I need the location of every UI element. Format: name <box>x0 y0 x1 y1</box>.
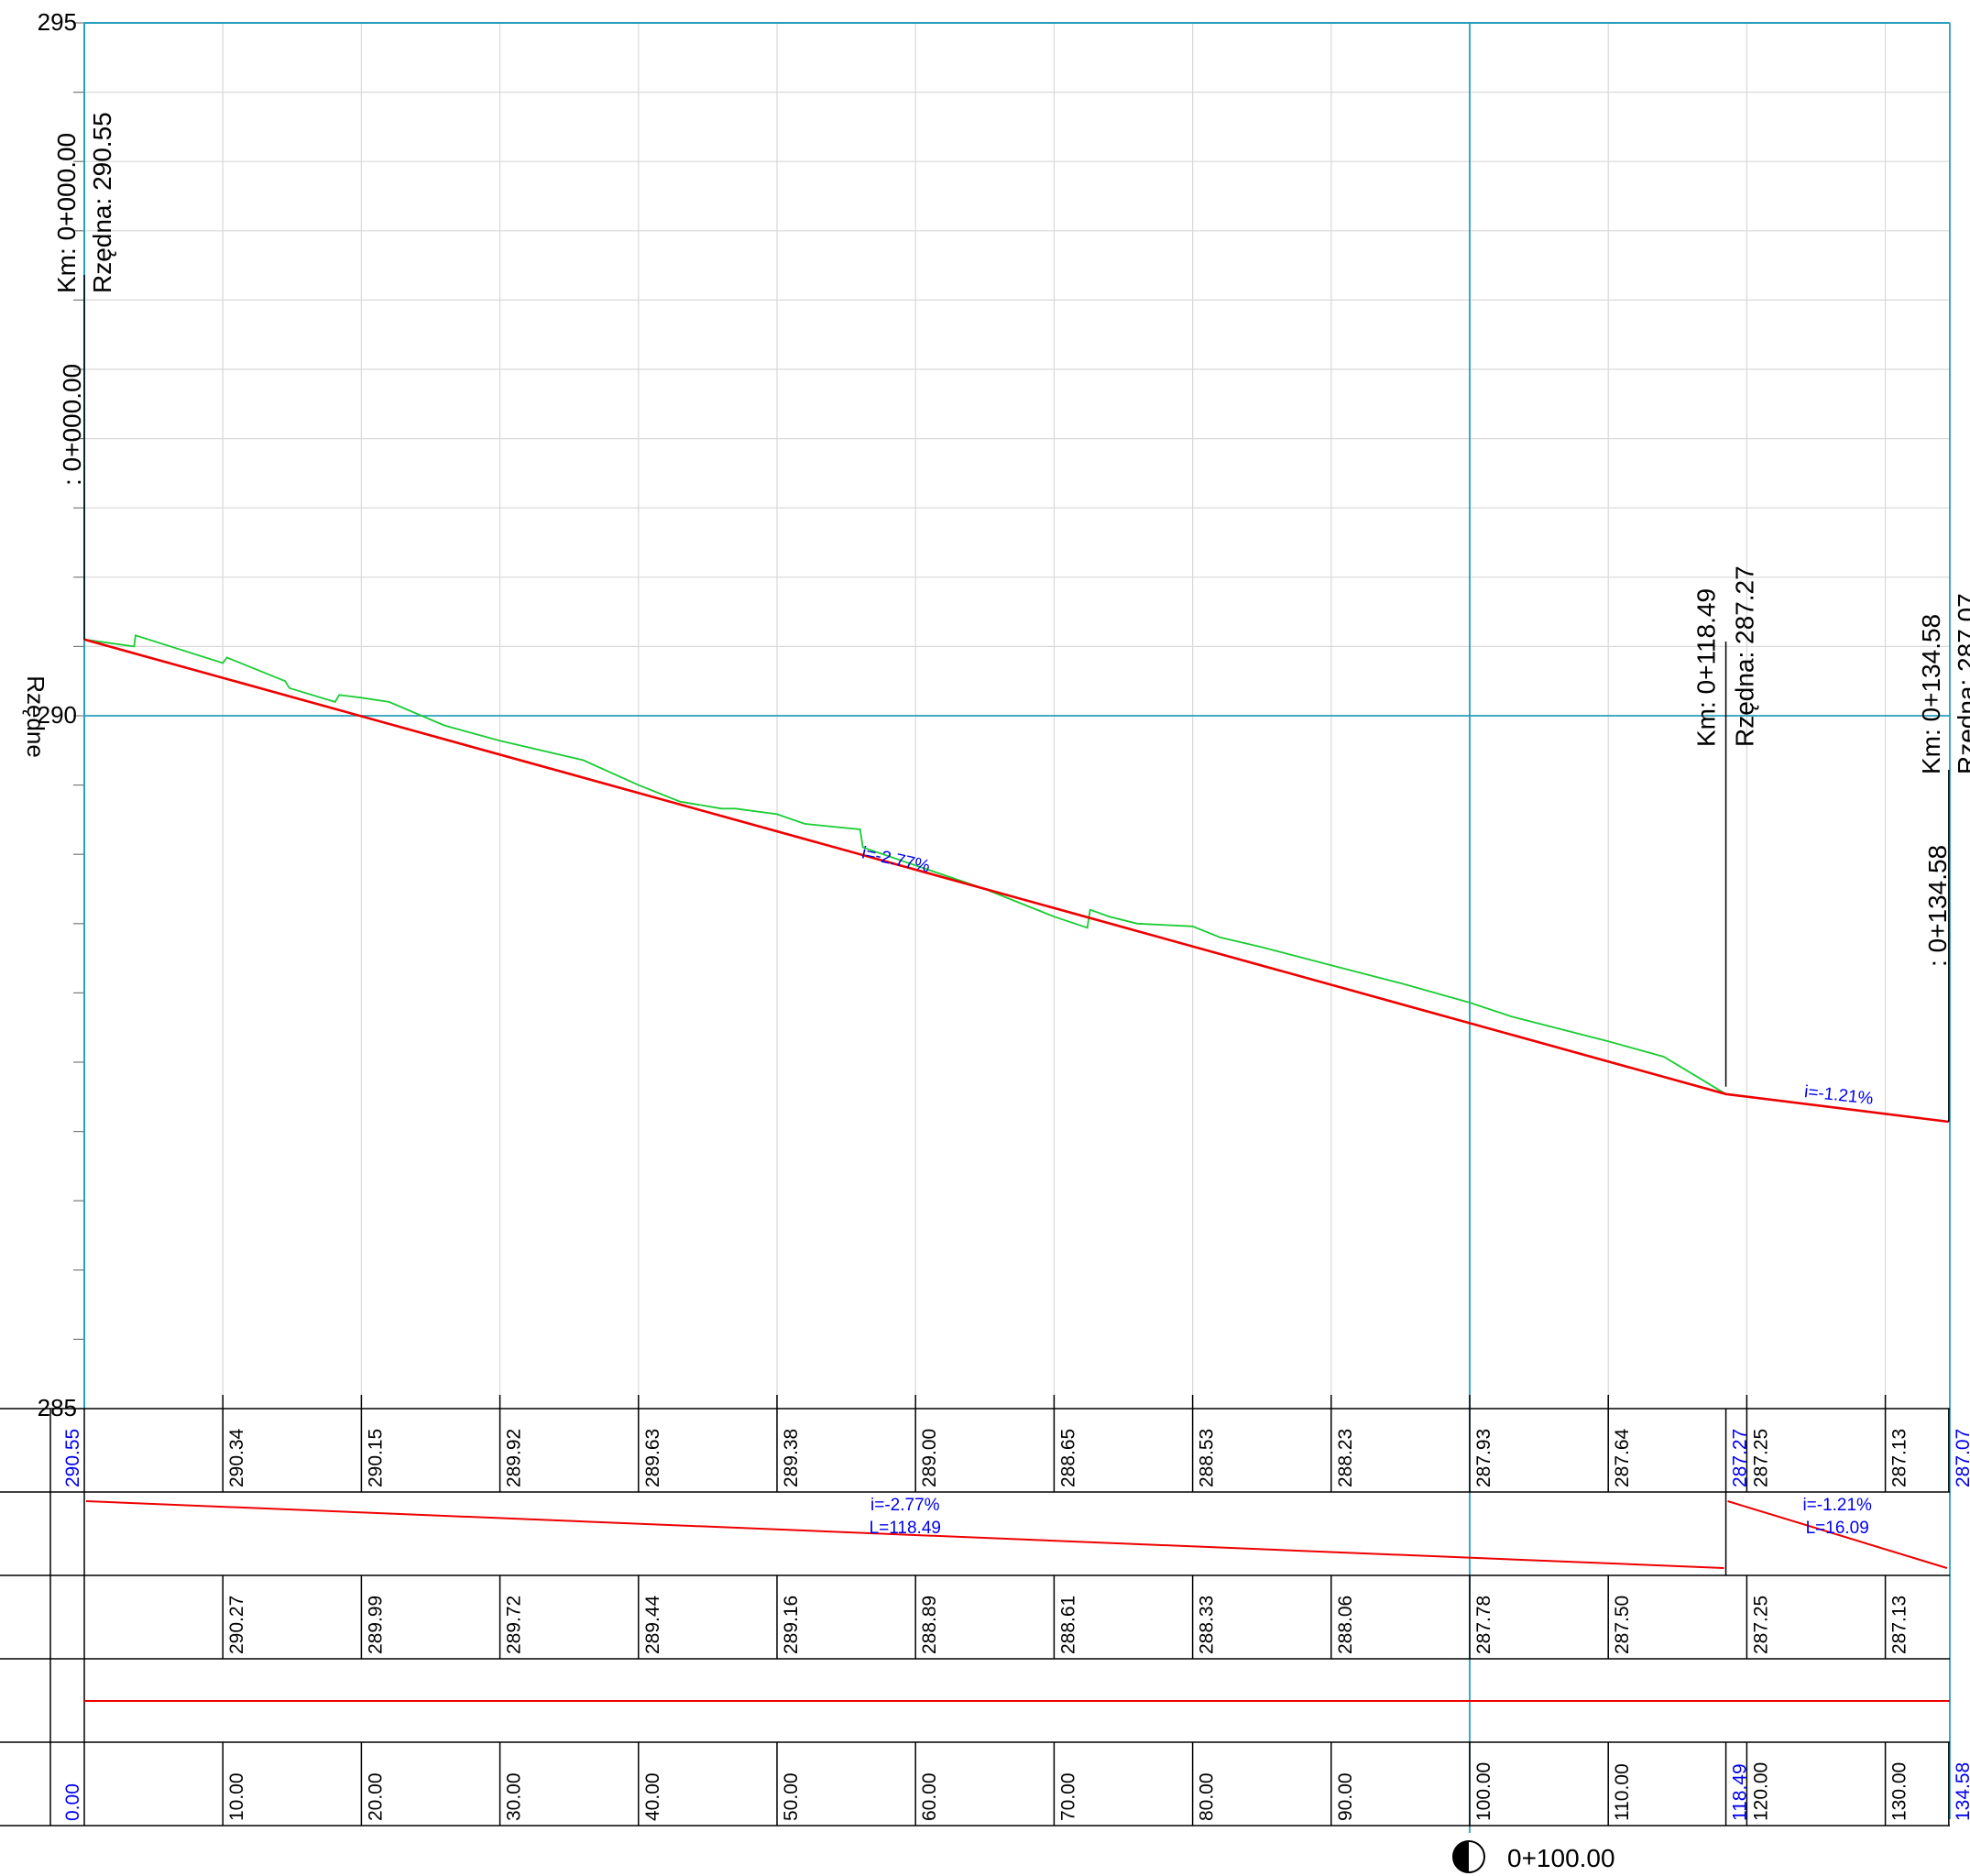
station-indicator-label: 0+100.00 <box>1507 1844 1615 1872</box>
station-label: 110.00 <box>1612 1763 1633 1821</box>
station-label: 70.00 <box>1057 1772 1078 1821</box>
design-value-label: 288.89 <box>919 1596 940 1654</box>
station-label: 50.00 <box>781 1772 802 1821</box>
half-circle-fill <box>1453 1841 1469 1872</box>
design-value-label: 287.50 <box>1612 1596 1633 1654</box>
segment-slope-label: i=-1.21% <box>1802 1496 1872 1515</box>
design-value-label: 289.44 <box>642 1595 663 1654</box>
terrain-value-label: 287.27 <box>1730 1429 1751 1487</box>
end-short-km-label: : 0+134.58 <box>1923 845 1952 967</box>
station-label: 100.00 <box>1473 1762 1494 1821</box>
y-tick-label: 295 <box>38 8 77 36</box>
y-tick-label: 285 <box>38 1394 77 1421</box>
terrain-value-label: 289.63 <box>642 1429 663 1487</box>
terrain-value-label: 289.00 <box>919 1429 940 1487</box>
vertex-km-label: Km: 0+118.49 <box>1692 588 1721 747</box>
design-value-label: 289.99 <box>365 1596 386 1654</box>
annotations: Km: 0+000.00 Rzędna: 290.55 : 0+000.00 Km: … <box>52 112 1970 1123</box>
end-elevation-label: Rzędna: 287.07 <box>1953 593 1970 774</box>
station-label: 10.00 <box>226 1772 247 1821</box>
start-short-km-label: : 0+000.00 <box>58 364 86 486</box>
bottom-bands: 290.55 290.34 290.15 289.92 289.63 289.38 289.… <box>0 1395 1970 1827</box>
station-label: 130.00 <box>1889 1762 1910 1821</box>
terrain-value-label: 288.53 <box>1197 1429 1218 1487</box>
terrain-line <box>83 634 1727 1095</box>
design-value-label: 287.25 <box>1750 1596 1771 1654</box>
design-value-label: 289.16 <box>781 1596 802 1654</box>
terrain-value-label: 288.23 <box>1335 1429 1356 1487</box>
station-label: 20.00 <box>365 1772 386 1821</box>
segment-slope-label: i=-2.77% <box>870 1496 940 1515</box>
terrain-value-label: 290.34 <box>226 1428 247 1487</box>
station-label: 134.58 <box>1953 1762 1970 1821</box>
slope-label-1: i=-2.77% <box>860 843 932 876</box>
end-km-label: Km: 0+134.58 <box>1917 614 1945 774</box>
segment-length-label: L=118.49 <box>870 1519 941 1538</box>
terrain-value-label: 287.13 <box>1889 1429 1910 1487</box>
station-label: 90.00 <box>1335 1772 1356 1821</box>
terrain-value-label: 289.38 <box>781 1429 802 1487</box>
design-grade-line <box>83 638 1949 1124</box>
design-value-label: 289.72 <box>504 1596 525 1654</box>
profile-series <box>83 22 1951 1833</box>
footer: 0+100.00 <box>1452 1840 1615 1873</box>
y-axis-label: Rzędne <box>22 675 49 758</box>
terrain-value-label: 287.25 <box>1750 1429 1771 1487</box>
design-value-label: 290.27 <box>226 1596 247 1654</box>
terrain-value-label: 290.55 <box>62 1429 83 1487</box>
segment-grade-line <box>1727 1500 1948 1569</box>
station-label: 0.00 <box>62 1783 83 1821</box>
station-label: 60.00 <box>919 1772 940 1821</box>
design-value-label: 288.06 <box>1335 1596 1356 1654</box>
segment-grade-line <box>85 1500 1724 1569</box>
station-label: 120.00 <box>1750 1762 1771 1821</box>
station-label: 40.00 <box>642 1772 663 1821</box>
station-label: 30.00 <box>504 1772 525 1821</box>
y-axis-ticks: 295 290 285 <box>38 8 84 1421</box>
start-elevation-label: Rzędna: 290.55 <box>88 112 116 293</box>
terrain-value-label: 287.07 <box>1953 1429 1970 1487</box>
station-label: 118.49 <box>1730 1763 1751 1821</box>
design-value-label: 288.61 <box>1057 1596 1078 1654</box>
terrain-value-label: 289.92 <box>504 1429 525 1487</box>
y-tick-label: 290 <box>38 701 77 729</box>
terrain-value-label: 287.64 <box>1612 1428 1633 1487</box>
start-km-label: Km: 0+000.00 <box>52 133 81 293</box>
design-value-label: 288.33 <box>1197 1596 1218 1654</box>
design-value-label: 287.78 <box>1473 1596 1494 1654</box>
terrain-value-label: 290.15 <box>365 1429 386 1487</box>
terrain-value-label: 288.65 <box>1057 1429 1078 1487</box>
station-label: 80.00 <box>1197 1772 1218 1821</box>
vertex-elevation-label: Rzędna: 287.27 <box>1731 565 1759 747</box>
design-value-label: 287.13 <box>1889 1596 1910 1654</box>
segment-length-label: L=16.09 <box>1806 1519 1869 1538</box>
terrain-value-label: 287.93 <box>1473 1429 1494 1487</box>
